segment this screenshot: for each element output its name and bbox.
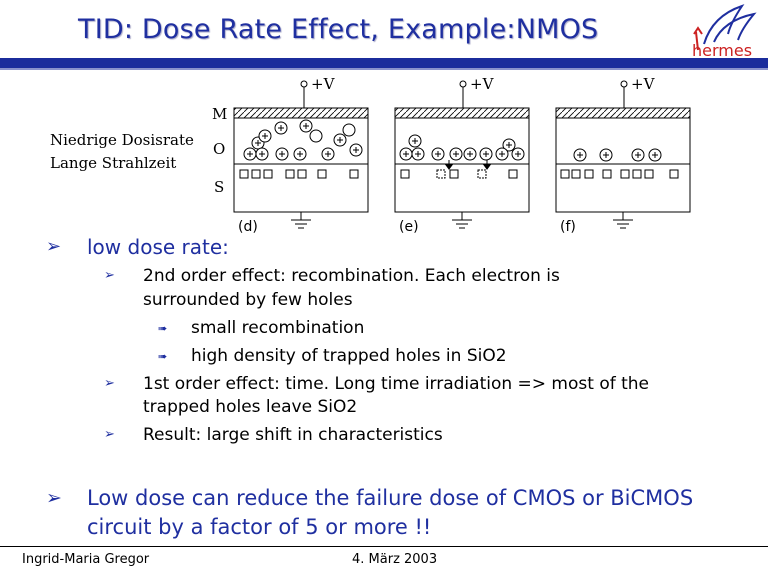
logo-text: hermes bbox=[692, 41, 752, 60]
panel-d: +V (d) bbox=[233, 75, 369, 235]
layer-label-s: S bbox=[214, 178, 224, 196]
panel-label-d: (d) bbox=[238, 219, 258, 235]
panel-e: +V (e) bbox=[394, 75, 530, 235]
sub-arrow-icon: ➢ bbox=[104, 427, 115, 442]
layer-label-o: O bbox=[213, 140, 225, 158]
panel-label-f: (f) bbox=[560, 219, 576, 235]
item1-line2: surrounded by few holes bbox=[143, 290, 353, 310]
conclusion: Low dose can reduce the failure dose of … bbox=[87, 486, 694, 539]
sub-arrow-icon: ➢ bbox=[104, 376, 115, 391]
item3: Result: large shift in characteristics bbox=[143, 425, 443, 445]
layer-label-m: M bbox=[212, 105, 227, 123]
sub-item-2: high density of trapped holes in SiO2 bbox=[191, 346, 507, 366]
subsub-arrow-icon: ➠ bbox=[158, 350, 168, 363]
footer-rule bbox=[0, 546, 768, 547]
mos-diagram: M O S Niedrige Dosisrate Lange Strahlzei… bbox=[50, 75, 691, 235]
bullet-arrow-icon: ➢ bbox=[46, 236, 62, 257]
sub-arrow-icon: ➢ bbox=[104, 268, 115, 283]
item2-line1: 1st order effect: time. Long time irradi… bbox=[143, 374, 650, 394]
sub-item-1: small recombination bbox=[191, 318, 365, 338]
bullet-heading: low dose rate: bbox=[87, 235, 229, 259]
subsub-arrow-icon: ➠ bbox=[158, 322, 168, 335]
item1-line1: 2nd order effect: recombination. Each el… bbox=[143, 266, 560, 286]
slide-title: TID: Dose Rate Effect, Example:NMOS bbox=[78, 14, 599, 45]
panel-f: +V (f) bbox=[555, 75, 691, 235]
title-rule bbox=[0, 58, 768, 68]
supply-label-f: +V bbox=[631, 75, 656, 93]
bullet-arrow-icon: ➢ bbox=[46, 487, 62, 509]
item2-line2: trapped holes leave SiO2 bbox=[143, 397, 358, 417]
supply-label-d: +V bbox=[311, 75, 336, 93]
hermes-logo: hermes bbox=[692, 4, 757, 60]
supply-label-e: +V bbox=[470, 75, 495, 93]
caption-line-1: Niedrige Dosisrate bbox=[50, 131, 194, 149]
panel-label-e: (e) bbox=[399, 219, 419, 235]
caption-line-2: Lange Strahlzeit bbox=[50, 154, 176, 172]
footer-date: 4. März 2003 bbox=[352, 552, 438, 567]
title-rule-shadow bbox=[0, 68, 768, 70]
footer-author: Ingrid-Maria Gregor bbox=[22, 552, 150, 567]
